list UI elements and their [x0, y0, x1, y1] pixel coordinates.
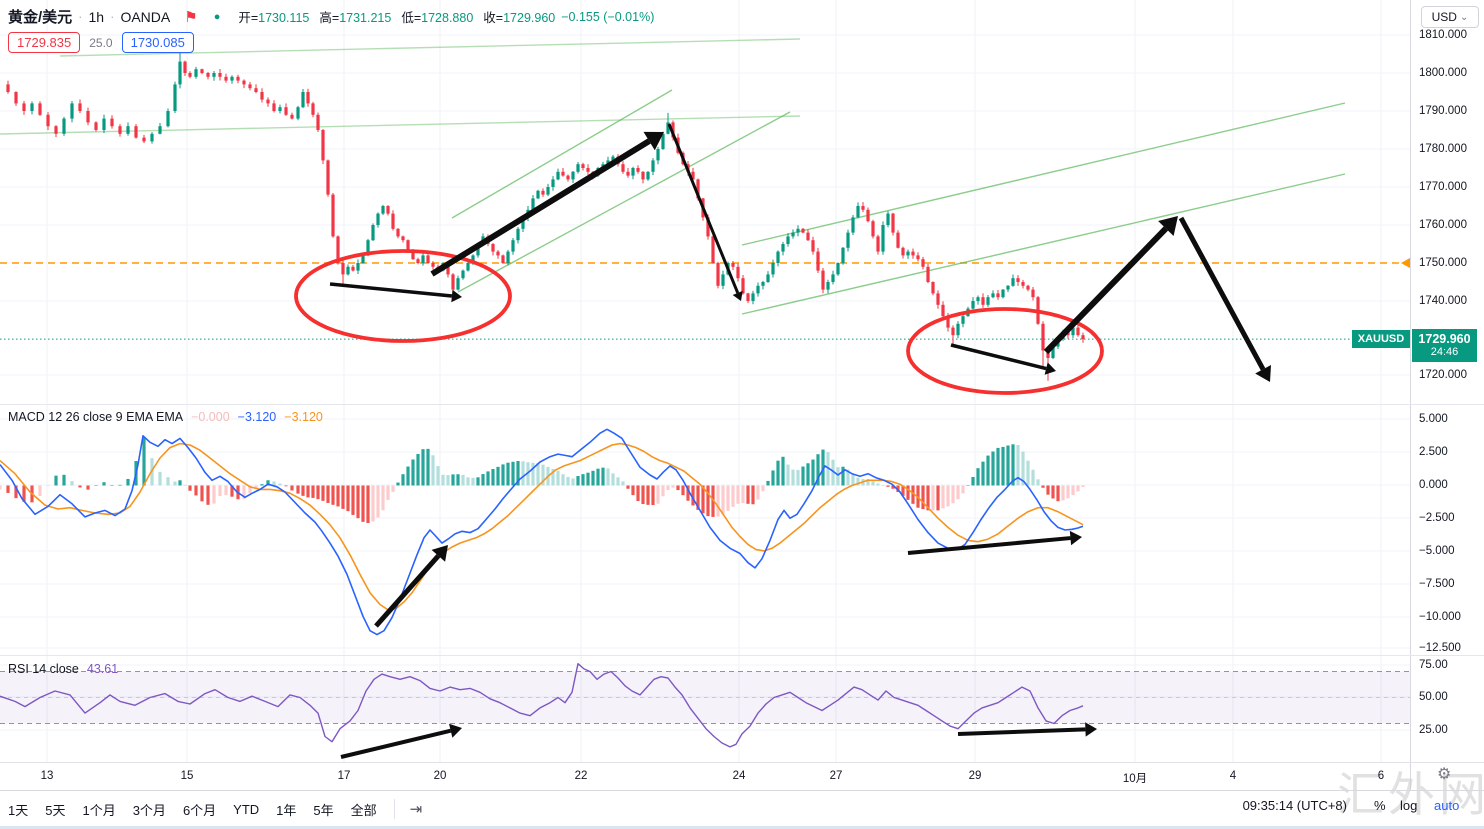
axis-tick-label: 1780.000	[1419, 143, 1467, 155]
clock[interactable]: 09:35:14 (UTC+8)	[1242, 798, 1347, 813]
time-tick-label: 24	[732, 770, 746, 782]
bottom-toolbar: 1天 5天 1个月 3个月 6个月 YTD 1年 5年 全部 ⇥	[0, 790, 1484, 827]
macd-label: MACD 12 26 close 9 EMA EMA	[8, 410, 184, 424]
macd-signal-value: −3.120	[284, 410, 323, 424]
range-button-3个月[interactable]: 3个月	[132, 802, 166, 818]
axis-tick-label: 1800.000	[1419, 67, 1467, 79]
site-watermark: 汇外网	[1337, 768, 1484, 821]
log-scale-button[interactable]: log	[1400, 798, 1418, 813]
axis-tick-label: 5.000	[1419, 413, 1448, 425]
rsi-legend[interactable]: RSI 14 close 43.61	[8, 662, 118, 676]
currency-selector[interactable]: USD ⌄	[1421, 6, 1479, 28]
axis-tick-label: 0.000	[1419, 479, 1448, 491]
ask-button[interactable]: 1730.085	[121, 32, 194, 53]
axis-tick-label: −5.000	[1419, 545, 1455, 557]
time-tick-label: 4	[1229, 770, 1237, 782]
ohlc-item: 高=1731.215	[319, 11, 392, 25]
currency-label: USD	[1431, 10, 1457, 24]
price-axis[interactable]: 1810.000 1800.000 1790.000 1780.000 1770.000…	[1410, 0, 1484, 790]
axis-tick-label: −7.500	[1419, 578, 1455, 590]
axis-tick-label: 1770.000	[1419, 181, 1467, 193]
separator: ·	[78, 9, 83, 24]
axis-tick-label: 1790.000	[1419, 105, 1467, 117]
axis-tick-label: 1720.000	[1419, 369, 1467, 381]
pane-separator[interactable]	[0, 655, 1484, 656]
axis-tick-label: −2.500	[1419, 512, 1455, 524]
spread-value: 25.0	[89, 35, 113, 50]
quote-row: 1729.835 25.0 1730.085	[8, 32, 194, 53]
gear-icon[interactable]: ⚙	[1437, 766, 1452, 783]
separator: ·	[110, 9, 115, 24]
last-price-box: 1729.960 24:46	[1412, 329, 1477, 362]
axis-tick-label: 75.00	[1419, 659, 1448, 671]
rsi-label: RSI 14 close	[8, 662, 79, 676]
axis-tick-label: 2.500	[1419, 446, 1448, 458]
exchange-label: OANDA	[120, 8, 171, 25]
range-button-6个月[interactable]: 6个月	[182, 802, 217, 818]
bottom-strip	[0, 826, 1484, 829]
last-price-value: 1729.960	[1418, 331, 1471, 346]
macd-legend[interactable]: MACD 12 26 close 9 EMA EMA −0.000 −3.120…	[8, 410, 323, 424]
axis-tick-label: 1750.000	[1419, 257, 1467, 269]
macd-line-value: −3.120	[237, 410, 277, 424]
time-tick-label: 6	[1377, 770, 1385, 782]
time-tick-label: 15	[180, 770, 194, 782]
time-tick-label: 20	[433, 770, 447, 782]
axis-tick-label: 1740.000	[1419, 295, 1467, 307]
time-tick-label: 29	[968, 770, 982, 782]
toolbar-divider	[393, 799, 395, 819]
time-tick-label: 13	[40, 770, 54, 782]
percent-scale-button[interactable]: %	[1374, 798, 1386, 813]
axis-tick-label: −12.500	[1419, 642, 1461, 654]
time-tick-label: 17	[337, 770, 351, 782]
symbol-name[interactable]: 黄金/美元	[8, 9, 73, 26]
range-button-5天[interactable]: 5天	[45, 802, 66, 818]
rsi-value: 43.61	[86, 662, 119, 676]
axis-tick-label: −10.000	[1419, 611, 1461, 623]
symbol-price-tag: XAUUSD	[1352, 330, 1410, 348]
axis-tick-label: 25.00	[1419, 724, 1448, 736]
ohlc-item: 低=1728.880	[401, 11, 474, 25]
go-to-date-icon[interactable]: ⇥	[409, 801, 423, 818]
axis-tick-label: 50.00	[1419, 691, 1448, 703]
range-button-1个月[interactable]: 1个月	[82, 802, 116, 818]
range-button-5年[interactable]: 5年	[313, 802, 334, 818]
ohlc-values: 开=1730.115 高=1731.215 低=1728.880 收=1729.960	[238, 7, 555, 26]
chart-canvas[interactable]	[0, 0, 1410, 762]
flag-icon[interactable]: ⚑	[184, 8, 198, 26]
ohlc-item: 开=1730.115	[238, 11, 310, 25]
symbol-header: 黄金/美元 · 1h · OANDA ⚑ ● 开=1730.115 高=1731.…	[8, 6, 654, 27]
time-tick-label: 10月	[1122, 773, 1148, 785]
range-button-全部[interactable]: 全部	[350, 802, 377, 818]
market-status-icon: ●	[213, 10, 221, 23]
pane-separator[interactable]	[0, 404, 1484, 405]
change-value: −0.155 (−0.01%)	[561, 9, 655, 24]
time-tick-label: 27	[829, 770, 843, 782]
range-button-1年[interactable]: 1年	[276, 802, 297, 818]
ohlc-item: 收=1729.960	[483, 11, 556, 25]
axis-tick-label: 1810.000	[1419, 29, 1467, 41]
time-axis[interactable]: 13 15 17 20 22 24 27 29 10月 4 6	[0, 762, 1484, 791]
interval-label[interactable]: 1h	[88, 8, 105, 25]
range-button-1天[interactable]: 1天	[8, 802, 29, 818]
time-tick-label: 22	[574, 770, 588, 782]
bar-countdown: 24:46	[1430, 346, 1459, 359]
chevron-down-icon: ⌄	[1459, 11, 1469, 23]
bid-button[interactable]: 1729.835	[8, 32, 81, 53]
axis-tick-label: 1760.000	[1419, 219, 1467, 231]
auto-scale-button[interactable]: auto	[1434, 798, 1460, 813]
range-button-YTD[interactable]: YTD	[233, 801, 260, 817]
macd-hist-value: −0.000	[191, 410, 230, 424]
